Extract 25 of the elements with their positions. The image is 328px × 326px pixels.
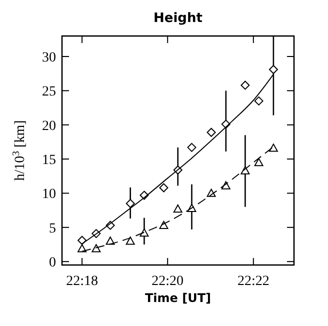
- point: [254, 96, 264, 106]
- point: [92, 244, 101, 252]
- point: [173, 204, 182, 213]
- x-axis-title: Time [UT]: [144, 291, 212, 305]
- point: [268, 64, 278, 74]
- point: [78, 236, 87, 245]
- x-tick-label: 22:20: [152, 274, 184, 289]
- y-tick-label: 30: [42, 50, 56, 66]
- point: [254, 158, 264, 166]
- point: [240, 80, 250, 90]
- y-tick-label: 25: [42, 84, 56, 100]
- point: [159, 183, 168, 192]
- y-tick-label: 20: [42, 118, 56, 134]
- y-tick-label: 10: [42, 187, 56, 202]
- x-tick-label: 22:22: [237, 274, 270, 289]
- point: [126, 198, 135, 208]
- point: [268, 144, 278, 152]
- y-tick-label: 15: [42, 152, 56, 168]
- y-tick-label: 0: [49, 255, 56, 270]
- point: [206, 128, 216, 137]
- y-tick-label: 5: [49, 221, 56, 236]
- x-tick-label: 22:18: [66, 274, 98, 289]
- point: [126, 236, 135, 245]
- chart-title: Height: [154, 11, 202, 26]
- point: [187, 142, 196, 152]
